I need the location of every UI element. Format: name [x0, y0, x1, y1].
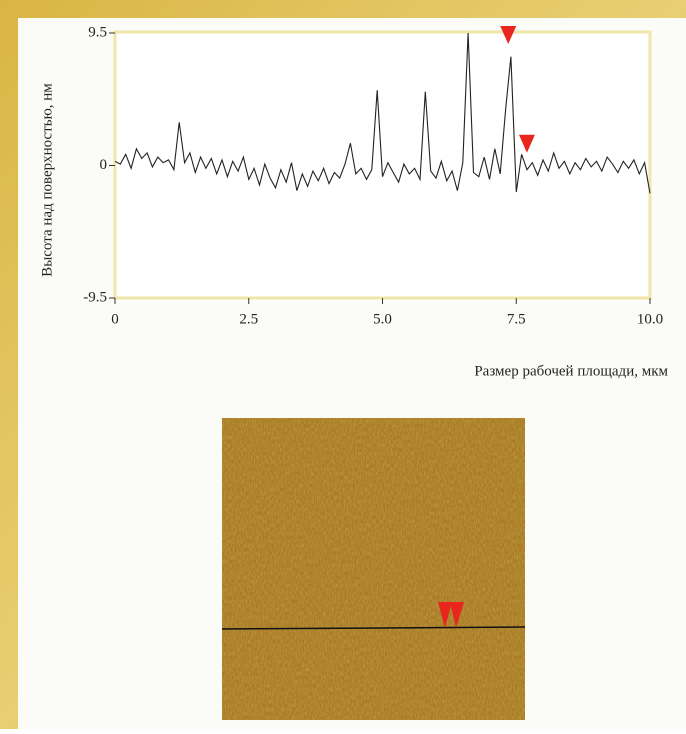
afm-image: [221, 418, 526, 720]
y-tick-label: -9.5: [83, 289, 107, 305]
x-tick-label: 5.0: [373, 311, 392, 327]
plot-area: [113, 30, 652, 300]
y-tick-label: 0: [100, 157, 108, 173]
x-tick-label: 7.5: [507, 311, 526, 327]
x-tick-label: 2.5: [239, 311, 258, 327]
profile-marker: [518, 134, 535, 153]
scan-markers: [438, 602, 464, 628]
profile-line: [114, 32, 651, 194]
y-axis-label: Высота над поверхностью, нм: [39, 83, 55, 277]
afm-texture: [222, 418, 525, 720]
x-axis-label: Размер рабочей площади, мкм: [474, 363, 668, 379]
x-tick-label: 10.0: [637, 311, 663, 327]
y-tick-label: 9.5: [88, 24, 107, 40]
scan-line: [221, 626, 526, 630]
profile-marker: [500, 25, 517, 44]
x-tick-label: 0: [111, 311, 119, 327]
